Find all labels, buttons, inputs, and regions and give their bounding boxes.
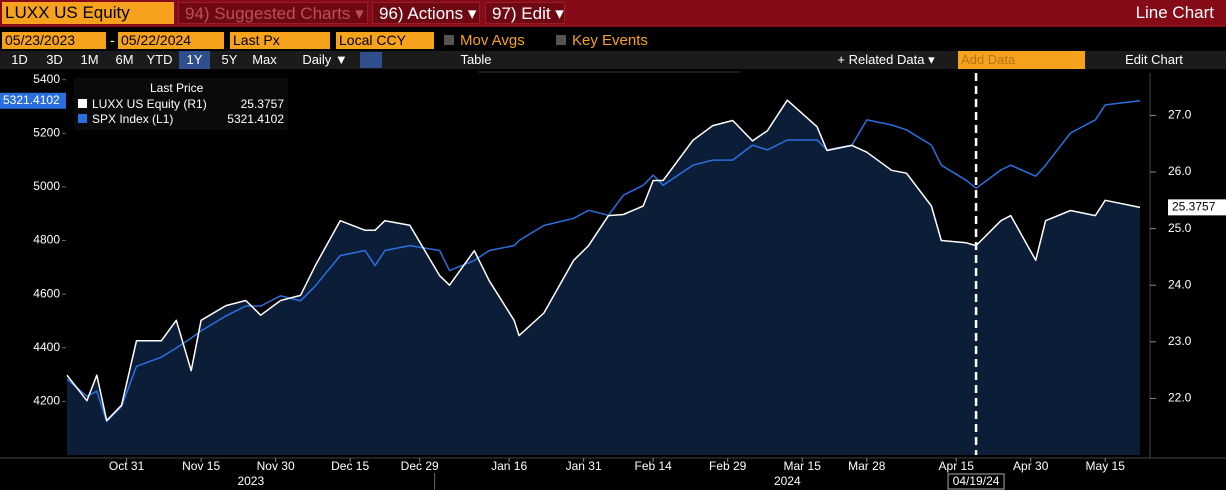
y2-tick-label: 23.0 (1168, 334, 1192, 348)
x-tick-label: Dec 29 (401, 459, 439, 473)
y-tick-label: 4400 (33, 340, 60, 354)
y-tick-label: 5200 (33, 125, 60, 139)
x-tick-label: Jan 16 (491, 459, 527, 473)
y2-tick-label: 27.0 (1168, 108, 1192, 122)
period-button[interactable]: 1M (80, 52, 99, 67)
chart: 4200 4400 4600 4800 5000 5200 5400 22.0 23.0 24.0… (0, 72, 1226, 490)
y2-tick-label: 22.0 (1168, 391, 1192, 405)
title-bar: LUXX US Equity 94) Suggested Charts ▾ 96… (0, 0, 1226, 27)
period-button[interactable]: 5Y (221, 52, 238, 67)
line (66, 99, 1141, 422)
legend-swatch (78, 99, 87, 108)
y-tick-label: 5000 (33, 179, 60, 193)
y-tick-label: 4800 (33, 233, 60, 247)
y-tick-label: 5400 (33, 72, 60, 86)
add-data[interactable]: Add Data (958, 51, 1085, 69)
x-tick-label: Oct 31 (109, 459, 145, 473)
x-tick-label: Mar 15 (784, 459, 822, 473)
period-button[interactable]: 1Y (179, 51, 210, 69)
legend-value: 5321.4102 (227, 112, 284, 126)
checkbox[interactable] (556, 35, 566, 45)
area (67, 100, 1140, 455)
x-tick-label: Feb 29 (709, 459, 747, 473)
legend: Last Price LUXX US Equity (R1) 25.3757 SPX… (74, 78, 288, 130)
mov-avgs[interactable]: Mov Avgs (460, 32, 525, 49)
crosshair-label-box (947, 473, 1005, 490)
line-icon[interactable] (360, 52, 382, 68)
checkbox[interactable] (444, 35, 454, 45)
x-tick-label: May 15 (1086, 459, 1126, 473)
x-tick-label: Feb 14 (634, 459, 672, 473)
end-date[interactable]: 05/22/2024 (118, 32, 224, 49)
price-field[interactable]: Last Px (230, 32, 330, 49)
x-tick-label: Apr 15 (939, 459, 975, 473)
x-tick-label: Mar 28 (848, 459, 886, 473)
related-data[interactable]: + Related Data ▾ (837, 52, 935, 67)
last-value-label: 25.3757 (1172, 200, 1216, 214)
currency[interactable]: Local CCY (336, 32, 434, 49)
period-button[interactable]: YTD (146, 52, 173, 67)
period-bar: Daily ▼ Table + Related Data ▾ Add Data … (0, 51, 1226, 69)
frequency[interactable]: Daily ▼ (302, 52, 348, 67)
x-tick-label: Apr 30 (1013, 459, 1049, 473)
year-label: 2023 (237, 474, 264, 488)
security[interactable]: LUXX US Equity (2, 2, 174, 24)
period-button[interactable]: 1D (11, 52, 28, 67)
menu[interactable]: 94) Suggested Charts ▾ (178, 2, 368, 24)
chart-kind: Line Chart (1135, 3, 1214, 22)
line (66, 100, 1141, 423)
y2-tick-label: 24.0 (1168, 277, 1192, 291)
y-tick-label: 4200 (33, 394, 60, 408)
menu[interactable]: 97) Edit ▾ (485, 2, 565, 24)
key-events[interactable]: Key Events (572, 32, 648, 49)
crosshair-label: 04/19/24 (953, 474, 1000, 488)
y-tick-label: 4600 (33, 286, 60, 300)
legend-title: Last Price (150, 81, 204, 95)
settings-bar: 05/23/2023 - 05/22/2024 Last Px Local CC… (0, 30, 1226, 51)
table[interactable]: Table (460, 52, 492, 67)
x-tick-label: Nov 15 (182, 459, 220, 473)
last-value-badge (0, 92, 66, 109)
legend-value: 25.3757 (240, 97, 284, 111)
x-tick-label: Dec 15 (331, 459, 369, 473)
x-tick-label: Jan 31 (566, 459, 602, 473)
legend-swatch (78, 114, 87, 123)
y2-tick-label: 26.0 (1168, 164, 1192, 178)
period-button[interactable]: Max (252, 52, 277, 67)
last-value-label: 5321.4102 (3, 93, 60, 107)
period-button[interactable]: 3D (46, 52, 63, 67)
menu[interactable]: 96) Actions ▾ (372, 2, 480, 24)
dash: - (110, 32, 115, 48)
period-button[interactable]: 6M (115, 52, 134, 67)
last-value-badge (1168, 199, 1226, 216)
start-date[interactable]: 05/23/2023 (2, 32, 106, 49)
x-tick-label: Nov 30 (257, 459, 295, 473)
legend-label: LUXX US Equity (R1) (92, 97, 207, 111)
legend-label: SPX Index (L1) (92, 112, 174, 126)
edit-chart[interactable]: Edit Chart (1125, 52, 1183, 67)
y2-tick-label: 25.0 (1168, 221, 1192, 235)
year-label: 2024 (774, 474, 801, 488)
